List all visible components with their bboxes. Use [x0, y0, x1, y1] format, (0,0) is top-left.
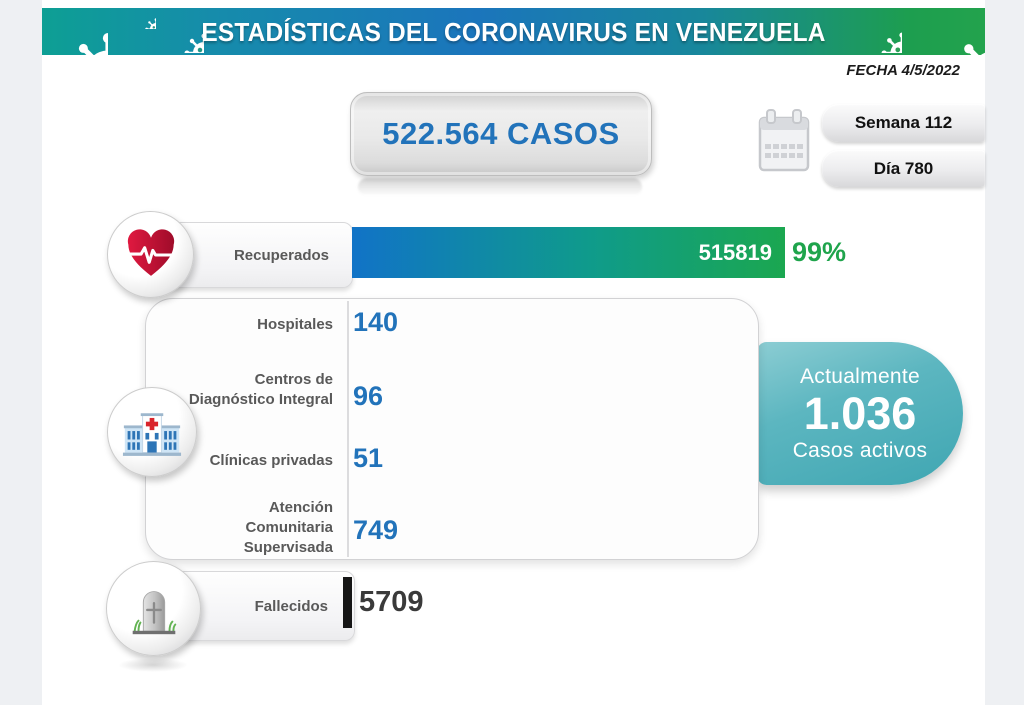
care-row-value: 749: [353, 515, 399, 545]
deaths-label: Fallecidos: [254, 597, 328, 615]
recovered-label: Recuperados: [233, 246, 329, 264]
care-row-value: 140: [353, 307, 399, 337]
care-row-value: 96: [353, 381, 384, 411]
page-gutter-right: [985, 0, 1024, 705]
care-row-label: Hospitales: [257, 316, 333, 333]
calendar-icon: [757, 108, 811, 176]
hospital-icon: [122, 413, 182, 456]
recovered-badge: [107, 211, 194, 298]
report-date: FECHA 4/5/2022: [846, 62, 960, 79]
week-counter-label: Semana 112: [854, 113, 953, 132]
page-gutter-left: [0, 0, 42, 705]
panel-divider: [347, 301, 349, 557]
week-counter: Semana 112: [822, 104, 985, 142]
care-row-label: Clínicas privadas: [209, 452, 333, 469]
recovered-bar: 515819: [352, 227, 785, 278]
deaths-badge: [106, 561, 201, 656]
deaths-value: 5709: [359, 586, 424, 618]
care-facilities-panel: Hospitales 140 Centros de Diagnóstico In…: [145, 298, 759, 560]
active-cases-intro: Actualmente: [799, 364, 921, 388]
active-cases-flag: Actualmente 1.036 Casos activos: [757, 342, 963, 485]
hospital-badge: [107, 387, 197, 477]
total-cases-reflection: [358, 178, 642, 196]
active-cases-caption: Casos activos: [792, 438, 928, 462]
active-cases-value: 1.036: [803, 387, 917, 439]
heartbeat-icon: [127, 228, 174, 276]
deaths-bar: [343, 577, 352, 628]
care-row-label: Centros de Diagnóstico Integral: [188, 371, 333, 408]
tombstone-icon: [132, 590, 176, 634]
page-title: ESTADÍSTICAS DEL CORONAVIRUS EN VENEZUEL…: [201, 17, 826, 47]
day-counter: Día 780: [822, 150, 985, 187]
header-banner: ESTADÍSTICAS DEL CORONAVIRUS EN VENEZUEL…: [42, 8, 985, 55]
total-cases-value: 522.564 CASOS: [382, 116, 620, 151]
total-cases-box: 522.564 CASOS: [350, 92, 652, 176]
recovered-value: 515819: [698, 239, 772, 265]
recovered-percent: 99%: [792, 237, 847, 267]
deaths-badge-reflection: [118, 658, 188, 672]
care-row-value: 51: [353, 443, 384, 473]
day-counter-label: Día 780: [873, 158, 934, 178]
care-row-label: Atención Comunitaria Supervisada: [243, 499, 333, 556]
